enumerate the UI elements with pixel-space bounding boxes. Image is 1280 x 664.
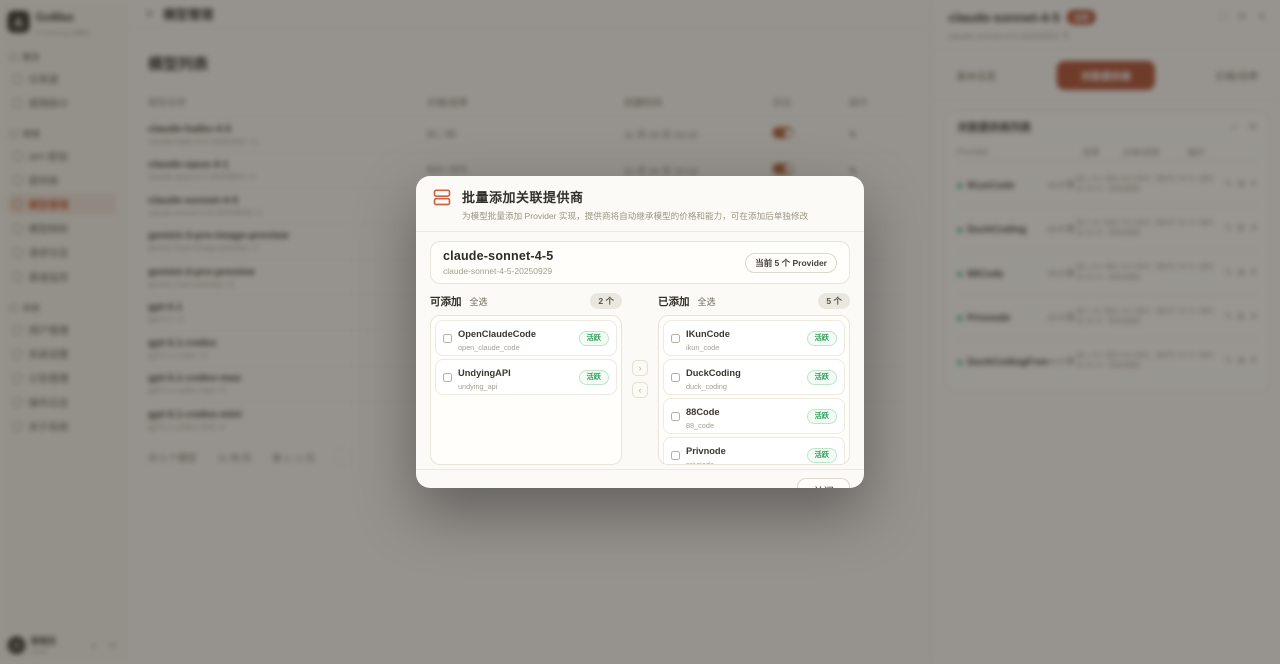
- active-status-badge: 活跃: [578, 369, 609, 385]
- move-right-button[interactable]: ›: [632, 360, 648, 376]
- select-all-available[interactable]: 全选: [469, 296, 488, 307]
- select-all-added[interactable]: 全选: [697, 296, 716, 307]
- checkbox[interactable]: [671, 333, 680, 343]
- checkbox[interactable]: [443, 333, 452, 343]
- added-list: 已添加 全选 5 个 IKunCode ikun_code 活跃 DuckCodi…: [658, 293, 850, 465]
- provider-option[interactable]: 88Code 88_code 活跃: [663, 398, 845, 434]
- stacked-rows-icon: [433, 189, 451, 206]
- active-status-badge: 活跃: [806, 369, 837, 385]
- move-left-button[interactable]: ‹: [632, 382, 648, 398]
- provider-option[interactable]: UndyingAPI undying_api 活跃: [435, 359, 617, 395]
- modal-model-name: claude-sonnet-4-5: [443, 249, 554, 263]
- checkbox[interactable]: [671, 450, 680, 460]
- close-button[interactable]: 关闭: [797, 478, 850, 488]
- batch-add-provider-modal: 批量添加关联提供商 为模型批量添加 Provider 实现，提供商将自动继承模型…: [416, 176, 864, 488]
- available-list-box: OpenClaudeCode open_claude_code 活跃 Undyin…: [430, 315, 622, 465]
- provider-option[interactable]: OpenClaudeCode open_claude_code 活跃: [435, 320, 617, 356]
- added-list-box: IKunCode ikun_code 活跃 DuckCoding duck_codi…: [658, 315, 850, 465]
- checkbox[interactable]: [671, 372, 680, 382]
- provider-count-badge: 当前 5 个 Provider: [745, 252, 837, 273]
- modal-title: 批量添加关联提供商: [462, 190, 584, 205]
- modal-model-code: claude-sonnet-4-5-20250929: [443, 266, 553, 276]
- added-count-badge: 5 个: [818, 293, 850, 309]
- checkbox[interactable]: [443, 372, 452, 382]
- available-count-badge: 2 个: [590, 293, 622, 309]
- active-status-badge: 活跃: [806, 330, 837, 346]
- checkbox[interactable]: [671, 411, 680, 421]
- active-status-badge: 活跃: [806, 447, 837, 463]
- provider-option[interactable]: Privnode privnode 活跃: [663, 437, 845, 464]
- provider-option[interactable]: IKunCode ikun_code 活跃: [663, 320, 845, 356]
- provider-option[interactable]: DuckCoding duck_coding 活跃: [663, 359, 845, 395]
- model-summary-card: claude-sonnet-4-5 claude-sonnet-4-5-2025…: [430, 241, 850, 284]
- active-status-badge: 活跃: [578, 330, 609, 346]
- modal-subtitle: 为模型批量添加 Provider 实现，提供商将自动继承模型的价格和能力，可在添…: [462, 211, 809, 221]
- active-status-badge: 活跃: [806, 408, 837, 424]
- available-list: 可添加 全选 2 个 OpenClaudeCode open_claude_cod…: [430, 293, 622, 465]
